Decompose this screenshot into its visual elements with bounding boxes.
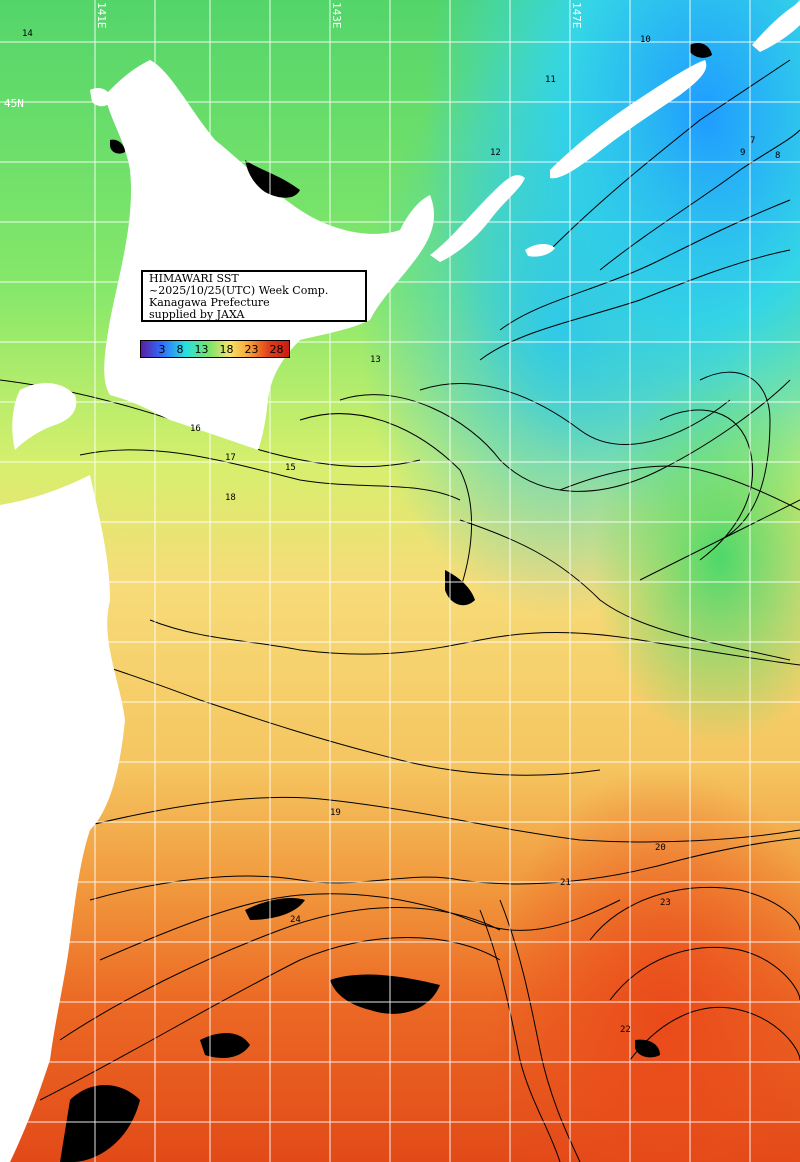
contour-label: 16 <box>190 424 201 434</box>
honshu-land <box>0 475 125 1162</box>
urup-island <box>752 0 800 52</box>
contour-label: 22 <box>620 1025 631 1035</box>
contour-value-labels: 14 13 11 10 9 8 7 12 15 16 17 18 19 20 2… <box>22 29 780 1035</box>
legend-label-8: 8 <box>176 342 184 356</box>
oshima-peninsula <box>12 383 77 450</box>
legend-label-28: 28 <box>269 342 284 356</box>
legend-label-23: 23 <box>244 342 259 356</box>
legend-color-bar <box>141 341 289 357</box>
contour-label: 19 <box>330 808 341 818</box>
map-date: ~2025/10/25(UTC) Week Comp. <box>149 284 329 297</box>
contour-label: 11 <box>545 75 556 85</box>
etorofu-island <box>550 60 707 179</box>
contour-label: 20 <box>655 843 666 853</box>
lon-label-143e: 143E <box>330 2 343 29</box>
legend-label-13: 13 <box>194 342 209 356</box>
map-info-box: HIMAWARI SST ~2025/10/25(UTC) Week Comp.… <box>141 270 367 322</box>
map-credit: supplied by JAXA <box>149 308 245 321</box>
contour-label: 23 <box>660 898 671 908</box>
contour-label: 17 <box>225 453 236 463</box>
contour-label: 18 <box>225 493 236 503</box>
contour-label: 14 <box>22 29 33 39</box>
kunashiri-island <box>430 175 525 262</box>
no-data-patches <box>60 43 712 1162</box>
contour-label: 12 <box>490 148 501 158</box>
contour-label: 7 <box>750 136 755 146</box>
contour-label: 10 <box>640 35 651 45</box>
lon-label-141e: 141E <box>95 2 108 29</box>
lon-label-147e: 147E <box>570 2 583 29</box>
contour-label: 8 <box>775 151 780 161</box>
contour-label: 15 <box>285 463 296 473</box>
shikotan-island <box>525 244 555 257</box>
temperature-legend: 3 8 13 18 23 28 <box>140 340 290 358</box>
contour-label: 9 <box>740 148 745 158</box>
contour-lines <box>0 59 800 1162</box>
contour-label: 21 <box>560 878 571 888</box>
map-title: HIMAWARI SST <box>149 272 239 285</box>
map-region: Kanagawa Prefecture <box>149 296 270 309</box>
legend-label-18: 18 <box>219 342 234 356</box>
legend-label-3: 3 <box>158 342 166 356</box>
lat-label-45n: 45N <box>4 97 24 110</box>
contour-label: 13 <box>370 355 381 365</box>
contour-label: 24 <box>290 915 301 925</box>
